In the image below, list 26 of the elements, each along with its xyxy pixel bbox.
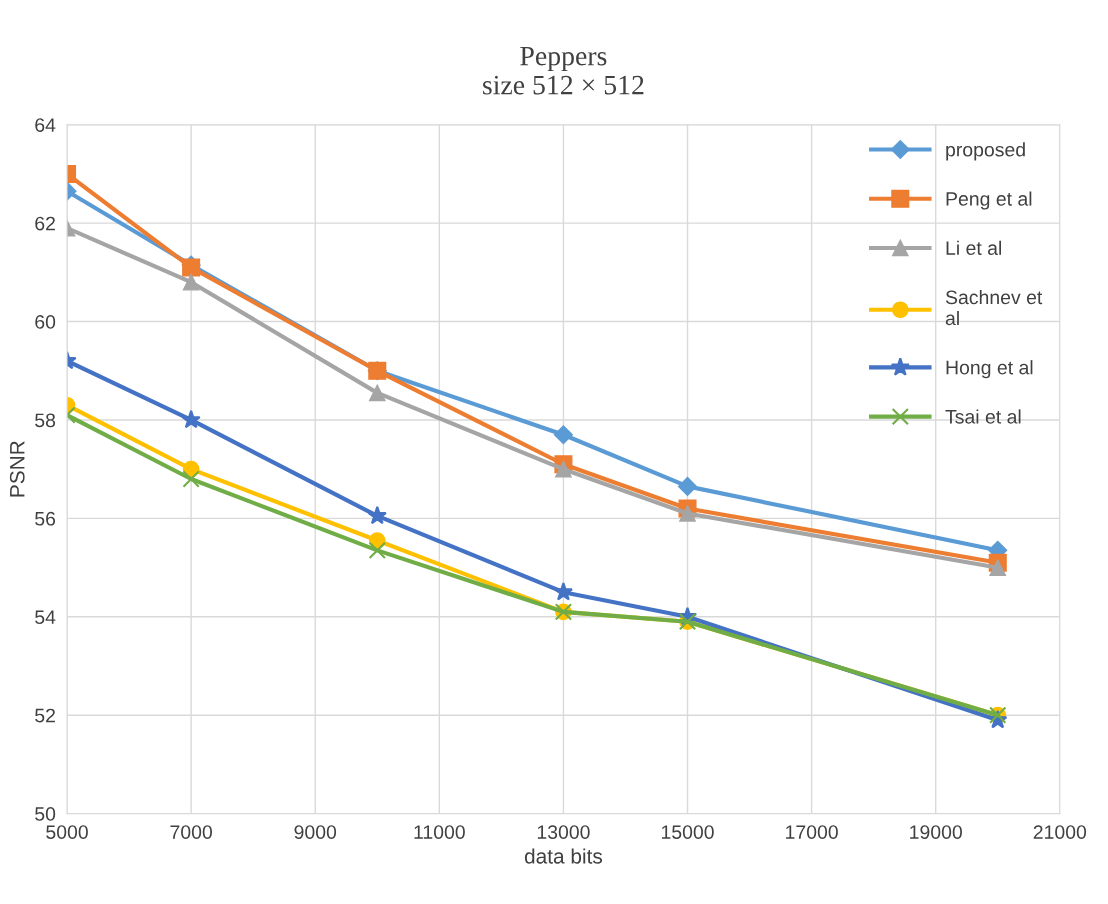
legend-label: Hong et al xyxy=(946,360,1033,379)
legend-label: Tsai et al xyxy=(945,409,1021,424)
x-tick-label: 17000 xyxy=(786,825,838,839)
y-tick-label: 50 xyxy=(35,807,56,821)
x-tick-label: 21000 xyxy=(1033,825,1087,839)
legend-label: Sachnev et al xyxy=(945,289,1043,326)
x-tick-label: 15000 xyxy=(661,825,714,839)
y-tick-label: 52 xyxy=(35,708,55,723)
x-tick-label: 13000 xyxy=(537,825,590,839)
x-axis-title: data bits xyxy=(524,848,603,864)
y-tick-label: 60 xyxy=(35,315,56,329)
x-tick-label: 5000 xyxy=(46,825,88,839)
legend-label: Li et al xyxy=(946,240,1002,256)
legend-label: proposed xyxy=(946,142,1025,161)
x-tick-label: 9000 xyxy=(294,825,337,839)
x-tick-label: 19000 xyxy=(910,825,962,839)
y-tick-label: 62 xyxy=(35,216,55,231)
chart-title: Peppers size 512 × 512 xyxy=(483,46,644,95)
y-tick-label: 56 xyxy=(35,511,56,526)
legend-label: Peng et al xyxy=(946,191,1032,210)
x-tick-label: 11000 xyxy=(414,825,465,839)
y-tick-label: 58 xyxy=(35,413,56,428)
y-axis-title: PSNR xyxy=(9,441,25,497)
y-tick-label: 54 xyxy=(35,610,56,625)
y-tick-label: 64 xyxy=(35,118,56,132)
x-tick-label: 7000 xyxy=(170,825,212,839)
